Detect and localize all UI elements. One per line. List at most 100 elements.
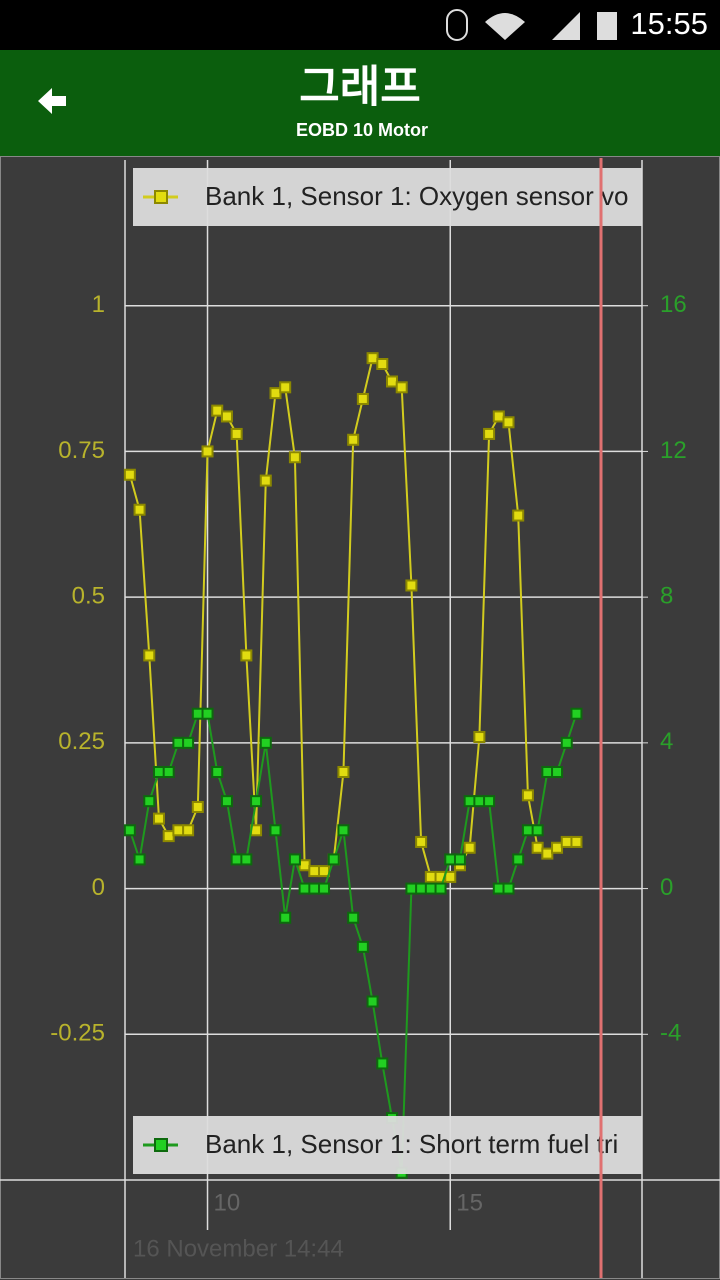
data-point (337, 766, 350, 778)
data-point (337, 824, 350, 837)
data-point (211, 404, 224, 417)
y-tick-label: 0.75 (58, 437, 105, 464)
data-point (220, 410, 233, 423)
y2-tick-label: 8 (660, 582, 673, 609)
data-point (288, 853, 301, 866)
app-subtitle: EOBD 10 Motor (296, 120, 428, 140)
y2-tick-label: 0 (660, 874, 673, 901)
plot: 1 0.75 0.5 0.25 0 -0.25 16 12 8 4 0 -4 10 15 (0, 160, 720, 1278)
data-point (201, 445, 214, 458)
data-point (376, 1057, 389, 1070)
legend: Bank 1, Sensor 1: Short term fuel tri (133, 1116, 642, 1174)
data-point (356, 940, 369, 953)
data-point (201, 707, 214, 720)
data-point (143, 649, 156, 662)
data-point (483, 795, 496, 808)
legend-swatch (154, 190, 168, 204)
data-point (385, 375, 398, 388)
data-point (240, 649, 253, 662)
data-point (298, 859, 311, 872)
data-point (308, 865, 321, 878)
data-point (531, 841, 544, 854)
data-point (220, 795, 233, 808)
data-point (259, 474, 272, 487)
data-point (366, 352, 379, 365)
data-point (230, 427, 243, 440)
data-point (473, 731, 486, 744)
app-title: 그래프 (299, 63, 420, 112)
data-point (259, 736, 272, 749)
data-point (211, 766, 224, 778)
data-point (551, 841, 564, 854)
data-point (541, 766, 554, 778)
data-point (502, 416, 515, 429)
data-point (405, 882, 418, 895)
data-point (434, 882, 447, 895)
legend: Bank 1, Sensor 1: Oxygen sensor vo (133, 168, 642, 226)
data-point (521, 824, 534, 837)
y2-tick-label: 4 (660, 728, 673, 755)
y-tick-label: 0 (92, 874, 105, 901)
data-point (415, 835, 428, 848)
data-point (356, 392, 369, 405)
data-point (152, 812, 165, 825)
legend-swatch (154, 1138, 168, 1152)
data-point (492, 882, 505, 895)
data-point (172, 736, 185, 749)
legend-box (133, 1116, 642, 1174)
data-point (405, 579, 418, 592)
y-tick-label: 0.25 (58, 728, 105, 755)
data-point (318, 865, 331, 878)
data-point (298, 882, 311, 895)
chart-area (0, 156, 720, 1279)
data-point (502, 882, 515, 895)
data-point (512, 853, 525, 866)
back-button[interactable] (38, 88, 66, 114)
y-tick-label: 1 (92, 291, 105, 318)
data-point (531, 824, 544, 837)
data-point (143, 795, 156, 808)
y2-tick-label: 16 (660, 291, 687, 318)
data-point (133, 853, 146, 866)
y2-tick-label: 12 (660, 437, 687, 464)
y-tick-label: -0.25 (50, 1020, 105, 1047)
x-tick-label: 15 (456, 1189, 483, 1216)
data-point (250, 795, 263, 808)
data-point (182, 824, 195, 837)
legend-box (133, 168, 642, 226)
legend-label: Bank 1, Sensor 1: Oxygen sensor vo (205, 181, 628, 211)
data-point (172, 824, 185, 837)
app-bar (0, 50, 720, 156)
data-point (463, 841, 476, 854)
data-point (541, 847, 554, 860)
data-point (453, 853, 466, 866)
data-point (308, 882, 321, 895)
data-point (269, 387, 282, 400)
data-point (152, 766, 165, 778)
data-point (162, 766, 175, 778)
data-point (512, 509, 525, 522)
data-point (318, 882, 331, 895)
data-point (347, 911, 360, 924)
data-point (570, 707, 583, 720)
data-point (560, 736, 573, 749)
data-point (288, 451, 301, 464)
data-point (395, 381, 408, 394)
data-point (230, 853, 243, 866)
data-point (483, 427, 496, 440)
x-axis-label: 16 November 14:44 (133, 1235, 344, 1262)
data-point (133, 503, 146, 516)
data-point (327, 853, 340, 866)
data-point (424, 882, 437, 895)
data-point (444, 853, 457, 866)
data-point (492, 410, 505, 423)
data-point (191, 800, 204, 813)
data-point (570, 835, 583, 848)
data-point (191, 707, 204, 720)
data-point (521, 789, 534, 802)
data-point (279, 381, 292, 394)
data-point (162, 830, 175, 843)
data-point (123, 824, 136, 837)
